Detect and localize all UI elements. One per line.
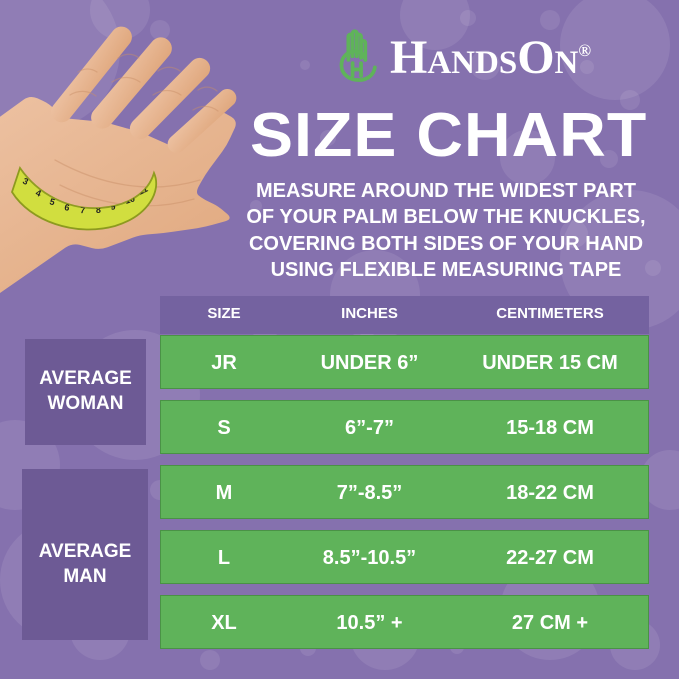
svg-text:8: 8 [96,205,102,215]
